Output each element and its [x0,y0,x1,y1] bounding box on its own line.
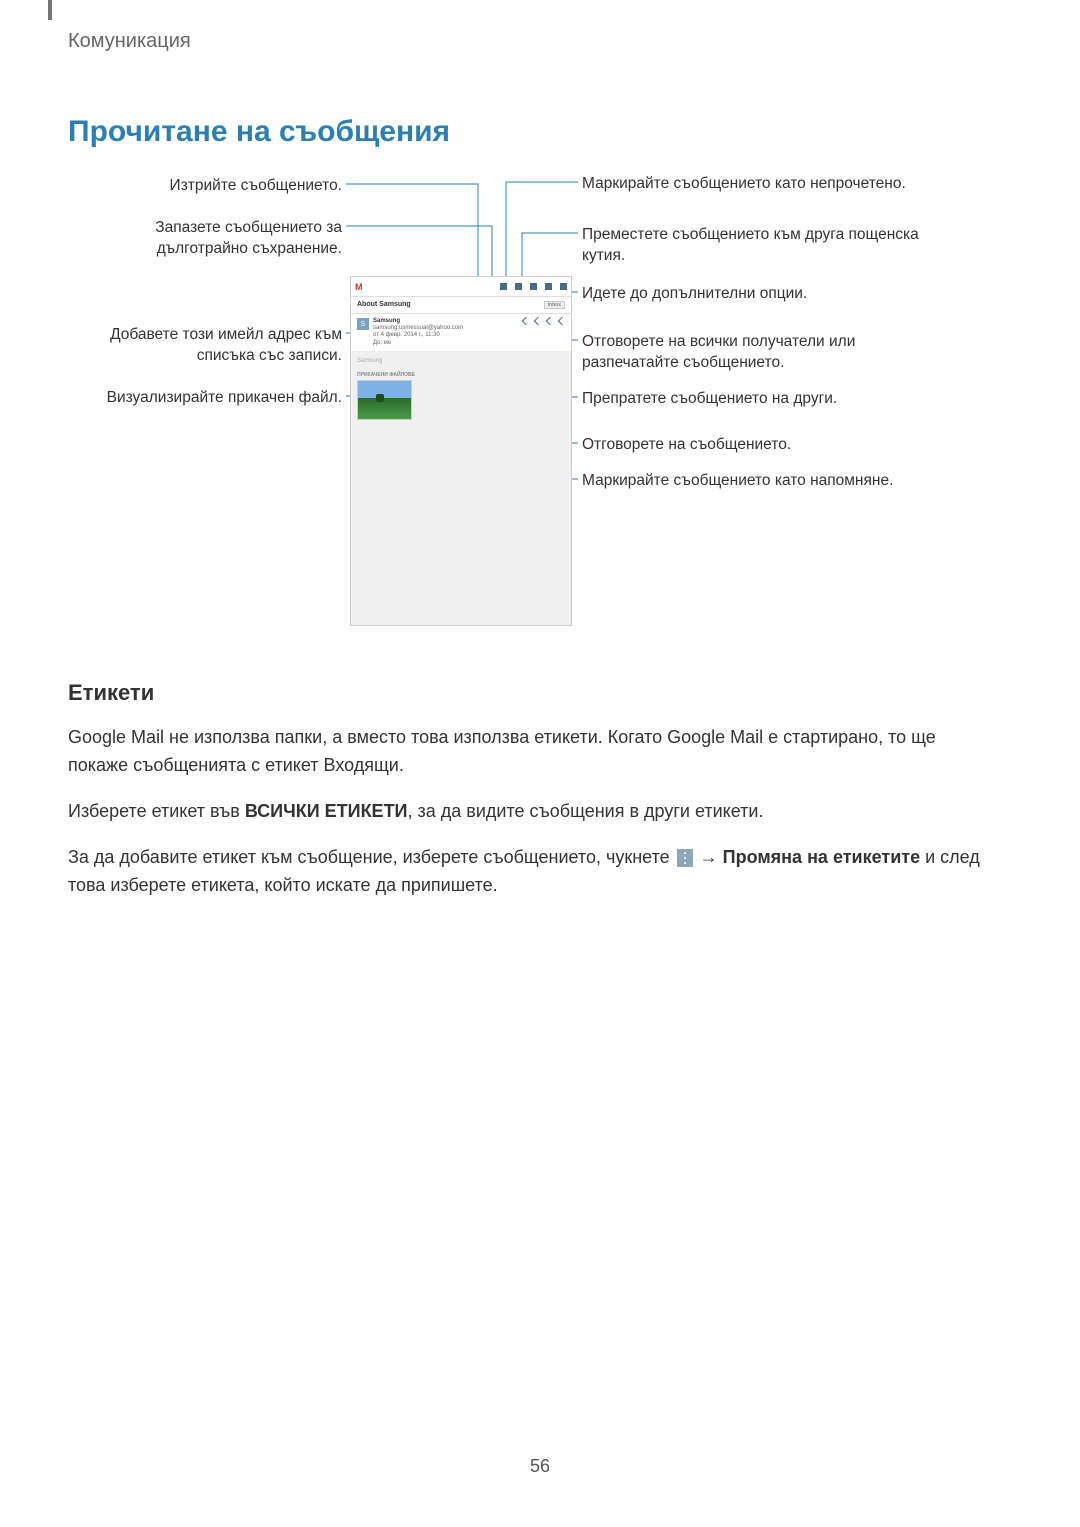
right-callout-5: Отговорете на съобщението. [582,435,942,456]
device-screenshot: M About Samsung Inbox S Samsung samsung.… [350,276,572,626]
para2: Изберете етикет във ВСИЧКИ ЕТИКЕТИ, за д… [68,798,988,826]
reply-all-icon [558,317,566,325]
right-callout-6: Маркирайте съобщението като напомняне. [582,471,942,492]
reply-icon [534,317,542,325]
archive-icon [500,283,507,290]
breadcrumb: Комуникация [68,30,191,53]
right-callout-1: Преместете съобщението към друга пощенск… [582,225,942,267]
menu-dots-icon [677,849,693,867]
ss-topbar: M [351,277,571,297]
ss-subject: About Samsung [357,301,411,309]
para1: Google Mail не използва папки, а вместо … [68,724,988,780]
ss-attachment-thumb [357,380,412,420]
right-callout-4: Препратете съобщението на други. [582,389,942,410]
left-callout-2: Добавете този имейл адрес към списъка съ… [82,325,342,367]
page-title: Прочитане на съобщения [68,115,450,149]
left-callout-1: Запазете съобщението за дълготрайно съхр… [82,218,342,260]
avatar: S [357,318,369,330]
diagram: Изтрийте съобщението. Запазете съобщениет… [68,160,988,650]
section-labels: Етикети Google Mail не използва папки, а… [68,680,988,917]
right-callout-3: Отговорете на всички получатели или разп… [582,332,942,374]
header-accent [48,0,52,20]
unread-icon [530,283,537,290]
ss-subject-bar: About Samsung Inbox [351,297,571,314]
left-callout-0: Изтрийте съобщението. [82,176,342,197]
gmail-icon: M [355,282,363,292]
page-number: 56 [0,1456,1080,1477]
forward-icon [546,317,554,325]
move-icon [545,283,552,290]
left-callout-3: Визуализирайте прикачен файл. [82,388,342,409]
right-callout-0: Маркирайте съобщението като непрочетено. [582,174,942,195]
subtitle: Етикети [68,680,988,706]
right-callout-2: Идете до допълнителни опции. [582,284,942,305]
delete-icon [515,283,522,290]
star-icon [522,317,530,325]
ss-from: Samsung samsung.usmessual@yahoo.com от 4… [373,318,463,347]
para3: За да добавите етикет към съобщение, изб… [68,844,988,900]
ss-inbox-badge: Inbox [544,301,565,309]
ss-body: Samsung [351,352,571,370]
more-icon [560,283,567,290]
ss-header: S Samsung samsung.usmessual@yahoo.com от… [351,314,571,352]
ss-attach-label: ПРИКАЧЕНИ ФАЙЛОВЕ [357,372,565,378]
